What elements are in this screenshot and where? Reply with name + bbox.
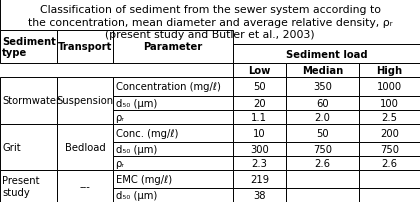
Bar — [113, 110, 233, 124]
Bar — [113, 188, 233, 202]
Text: 2.3: 2.3 — [252, 158, 267, 168]
Bar — [57, 124, 113, 170]
Bar — [233, 124, 286, 142]
Text: d₅₀ (μm): d₅₀ (μm) — [116, 190, 157, 200]
Text: Grit: Grit — [2, 142, 21, 152]
Text: Parameter: Parameter — [144, 42, 203, 52]
Bar — [57, 31, 113, 64]
Bar — [113, 170, 233, 188]
Bar — [359, 142, 420, 156]
Text: 750: 750 — [380, 144, 399, 154]
Bar — [286, 170, 359, 188]
Text: EMC (mg/ℓ): EMC (mg/ℓ) — [116, 174, 172, 184]
Bar — [359, 170, 420, 188]
Text: 50: 50 — [253, 82, 266, 92]
Text: Concentration (mg/ℓ): Concentration (mg/ℓ) — [116, 82, 220, 92]
Bar — [113, 96, 233, 110]
Text: Present
study: Present study — [2, 175, 39, 197]
Text: 100: 100 — [380, 98, 399, 108]
Text: 20: 20 — [253, 98, 266, 108]
Bar — [57, 170, 113, 202]
Bar — [286, 188, 359, 202]
Text: d₅₀ (μm): d₅₀ (μm) — [116, 144, 157, 154]
Text: 38: 38 — [253, 190, 265, 200]
Text: Stormwater: Stormwater — [2, 96, 60, 106]
Bar — [233, 188, 286, 202]
Bar — [233, 45, 420, 64]
Bar — [286, 142, 359, 156]
Bar — [113, 142, 233, 156]
Bar — [286, 64, 359, 78]
Text: ---: --- — [80, 181, 90, 191]
Bar — [359, 110, 420, 124]
Text: Transport: Transport — [58, 42, 112, 52]
Text: 2.6: 2.6 — [314, 158, 331, 168]
Text: ρᵣ: ρᵣ — [116, 158, 124, 168]
Text: Conc. (mg/ℓ): Conc. (mg/ℓ) — [116, 128, 178, 138]
Text: Low: Low — [248, 66, 270, 76]
Bar — [359, 78, 420, 96]
Text: High: High — [376, 66, 403, 76]
Text: 50: 50 — [316, 128, 329, 138]
Text: 2.5: 2.5 — [381, 112, 398, 122]
Bar — [113, 31, 233, 64]
Bar — [0, 78, 57, 124]
Text: 2.0: 2.0 — [315, 112, 330, 122]
Bar — [286, 96, 359, 110]
Text: Sediment load: Sediment load — [286, 49, 368, 59]
Bar — [286, 156, 359, 170]
Bar — [359, 124, 420, 142]
Text: 1000: 1000 — [377, 82, 402, 92]
Text: Median: Median — [302, 66, 343, 76]
Text: Sediment
type: Sediment type — [2, 36, 56, 58]
Bar — [0, 124, 57, 170]
Text: Classification of sediment from the sewer system according to
the concentration,: Classification of sediment from the sewe… — [28, 5, 392, 40]
Text: 60: 60 — [316, 98, 329, 108]
Text: 200: 200 — [380, 128, 399, 138]
Bar — [359, 64, 420, 78]
Text: 219: 219 — [250, 174, 269, 184]
Text: Bedload: Bedload — [65, 142, 105, 152]
Bar — [286, 78, 359, 96]
Bar — [286, 110, 359, 124]
Bar — [233, 170, 286, 188]
Text: Suspension: Suspension — [56, 96, 114, 106]
Text: 750: 750 — [313, 144, 332, 154]
Bar — [233, 156, 286, 170]
Text: d₅₀ (μm): d₅₀ (μm) — [116, 98, 157, 108]
Bar — [233, 64, 286, 78]
Bar — [0, 31, 57, 64]
Bar — [359, 156, 420, 170]
Text: 300: 300 — [250, 144, 269, 154]
Text: ρᵣ: ρᵣ — [116, 112, 124, 122]
Bar — [233, 142, 286, 156]
Bar — [0, 170, 57, 202]
Bar — [113, 124, 233, 142]
Bar — [233, 110, 286, 124]
Bar — [113, 78, 233, 96]
Text: 2.6: 2.6 — [381, 158, 398, 168]
Text: 1.1: 1.1 — [251, 112, 268, 122]
Bar — [113, 156, 233, 170]
Bar — [359, 96, 420, 110]
Text: 10: 10 — [253, 128, 266, 138]
Bar — [359, 188, 420, 202]
Bar — [233, 96, 286, 110]
Bar — [0, 0, 420, 45]
Text: 350: 350 — [313, 82, 332, 92]
Bar — [233, 78, 286, 96]
Bar — [286, 124, 359, 142]
Bar — [57, 78, 113, 124]
